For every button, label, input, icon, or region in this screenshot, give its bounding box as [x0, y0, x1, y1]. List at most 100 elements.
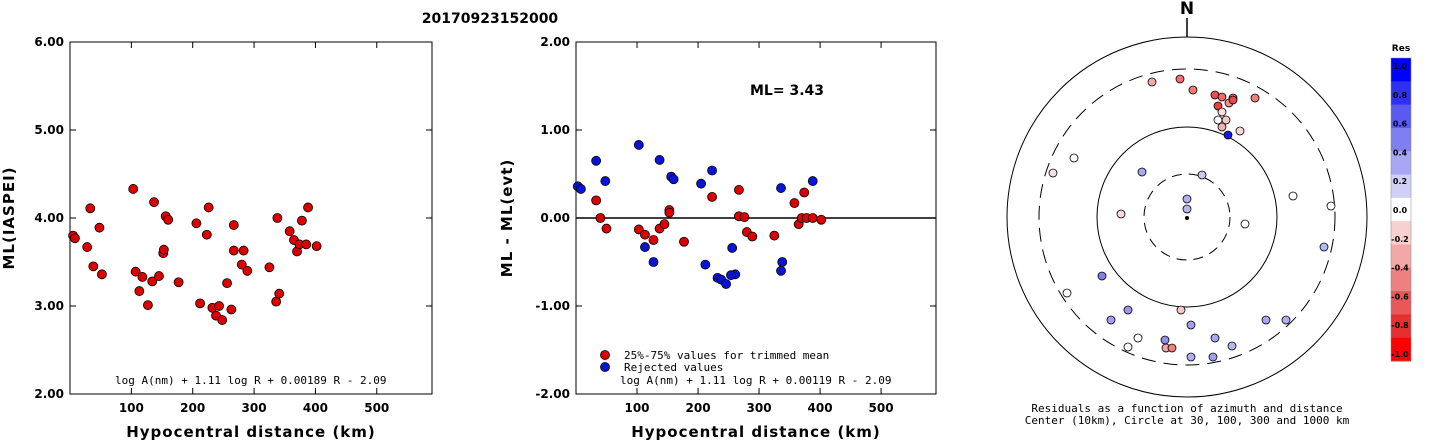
ring-300km — [1038, 68, 1336, 366]
colorbar-tick-label: 0.4 — [1393, 148, 1408, 157]
station-residual-marker — [1288, 191, 1298, 201]
data-point — [816, 214, 827, 225]
y-tick-label: -1.00 — [535, 299, 570, 313]
data-point — [130, 266, 141, 277]
rejected-point — [668, 174, 679, 185]
data-point — [163, 214, 174, 225]
station-residual-marker — [1186, 320, 1196, 330]
station-residual-marker — [1217, 122, 1227, 132]
x-tick-label: 300 — [242, 401, 267, 415]
station-residual-marker — [1133, 333, 1143, 343]
colorbar-tick-label: 0.2 — [1393, 177, 1407, 186]
y-axis-label-left: ML(IASPEI) — [0, 166, 18, 269]
station-residual-marker — [1048, 168, 1058, 178]
colorbar-segment — [1391, 151, 1411, 176]
rejected-point — [648, 257, 659, 267]
data-point — [226, 304, 237, 315]
rejected-point — [600, 176, 611, 186]
station-residual-marker — [1167, 343, 1177, 353]
colorbar-tick-label: -0.8 — [1391, 321, 1409, 330]
data-point — [679, 236, 689, 247]
data-point — [137, 272, 148, 282]
rejected-point — [776, 183, 786, 193]
data-point — [70, 233, 80, 244]
colorbar-segment — [1391, 174, 1411, 199]
rejected-point — [575, 184, 586, 194]
x-tick-label: 100 — [119, 401, 144, 415]
azimuth-panel: N Residuals as a function of azimuth and… — [1006, 0, 1412, 427]
x-tick-label: 100 — [624, 401, 649, 415]
rejected-point — [707, 165, 717, 176]
rejected-point — [727, 243, 738, 253]
station-residual-marker — [1123, 305, 1133, 315]
station-residual-marker — [1106, 315, 1116, 325]
data-point — [659, 219, 670, 230]
data-point — [154, 271, 164, 281]
colorbar-segment — [1391, 267, 1411, 292]
colorbar-tick-label: 0.0 — [1393, 206, 1408, 215]
y-tick-label: 2.00 — [34, 387, 64, 401]
data-point — [707, 191, 717, 202]
station-residual-marker — [1188, 85, 1198, 95]
data-point — [789, 198, 800, 208]
station-residual-marker — [1116, 209, 1126, 219]
station-residual-marker — [1228, 95, 1238, 105]
data-point — [158, 244, 169, 255]
data-point — [739, 212, 750, 223]
rejected-point — [640, 242, 650, 252]
colorbar-tick-label: 1.0 — [1393, 62, 1408, 71]
station-residual-marker — [1182, 204, 1192, 214]
data-point — [769, 230, 780, 241]
data-point — [601, 223, 612, 234]
colorbar-segment — [1391, 197, 1411, 222]
epicenter-marker — [1185, 216, 1189, 220]
data-point — [88, 261, 99, 272]
data-point — [734, 184, 744, 195]
plot-frame-left — [69, 41, 433, 395]
station-residual-marker — [1182, 194, 1192, 204]
x-tick-label: 500 — [869, 401, 894, 415]
station-residual-marker — [1240, 219, 1250, 229]
station-residual-marker — [1223, 130, 1233, 140]
caption-line-1: Residuals as a function of azimuth and d… — [1031, 402, 1342, 415]
data-point — [97, 269, 107, 280]
colorbar-segment — [1391, 81, 1411, 106]
colorbar-segment — [1391, 337, 1411, 362]
data-point — [648, 235, 659, 245]
colorbar-tick-label: -0.4 — [1391, 264, 1409, 273]
rejected-point — [654, 155, 665, 165]
station-residual-marker — [1197, 170, 1207, 180]
legend-marker-trimmed — [600, 350, 610, 360]
data-point — [303, 202, 313, 213]
data-point — [595, 213, 606, 223]
y-tick-label: -2.00 — [535, 387, 570, 401]
colorbar-segment — [1391, 127, 1411, 152]
y-tick-label: 4.00 — [34, 211, 64, 225]
data-point — [203, 202, 214, 213]
station-residual-marker — [1217, 92, 1227, 102]
x-tick-label: 200 — [686, 401, 711, 415]
colorbar-segment — [1391, 221, 1411, 245]
colorbar-segment — [1391, 58, 1411, 82]
legend-label-rejected: Rejected values — [624, 361, 723, 374]
residual-distance-panel: ML - ML(evt) Hypocentral distance (km) M… — [498, 35, 937, 441]
formula-left: log A(nm) + 1.11 log R + 0.00189 R - 2.0… — [115, 374, 387, 387]
station-residual-marker — [1261, 315, 1271, 325]
rejected-point — [633, 140, 644, 150]
station-residual-marker — [1221, 115, 1231, 125]
data-point — [191, 218, 202, 229]
station-residual-marker — [1319, 242, 1329, 252]
data-point — [236, 259, 247, 270]
data-point — [274, 288, 285, 299]
data-point — [633, 224, 644, 235]
data-point — [284, 226, 295, 237]
data-point — [128, 184, 139, 194]
north-label: N — [1180, 0, 1194, 19]
rejected-point — [776, 265, 786, 276]
data-point — [228, 245, 239, 256]
colorbar-frame — [1390, 57, 1412, 362]
data-point — [94, 222, 105, 233]
data-point — [591, 195, 602, 206]
station-residual-marker — [1062, 288, 1072, 298]
